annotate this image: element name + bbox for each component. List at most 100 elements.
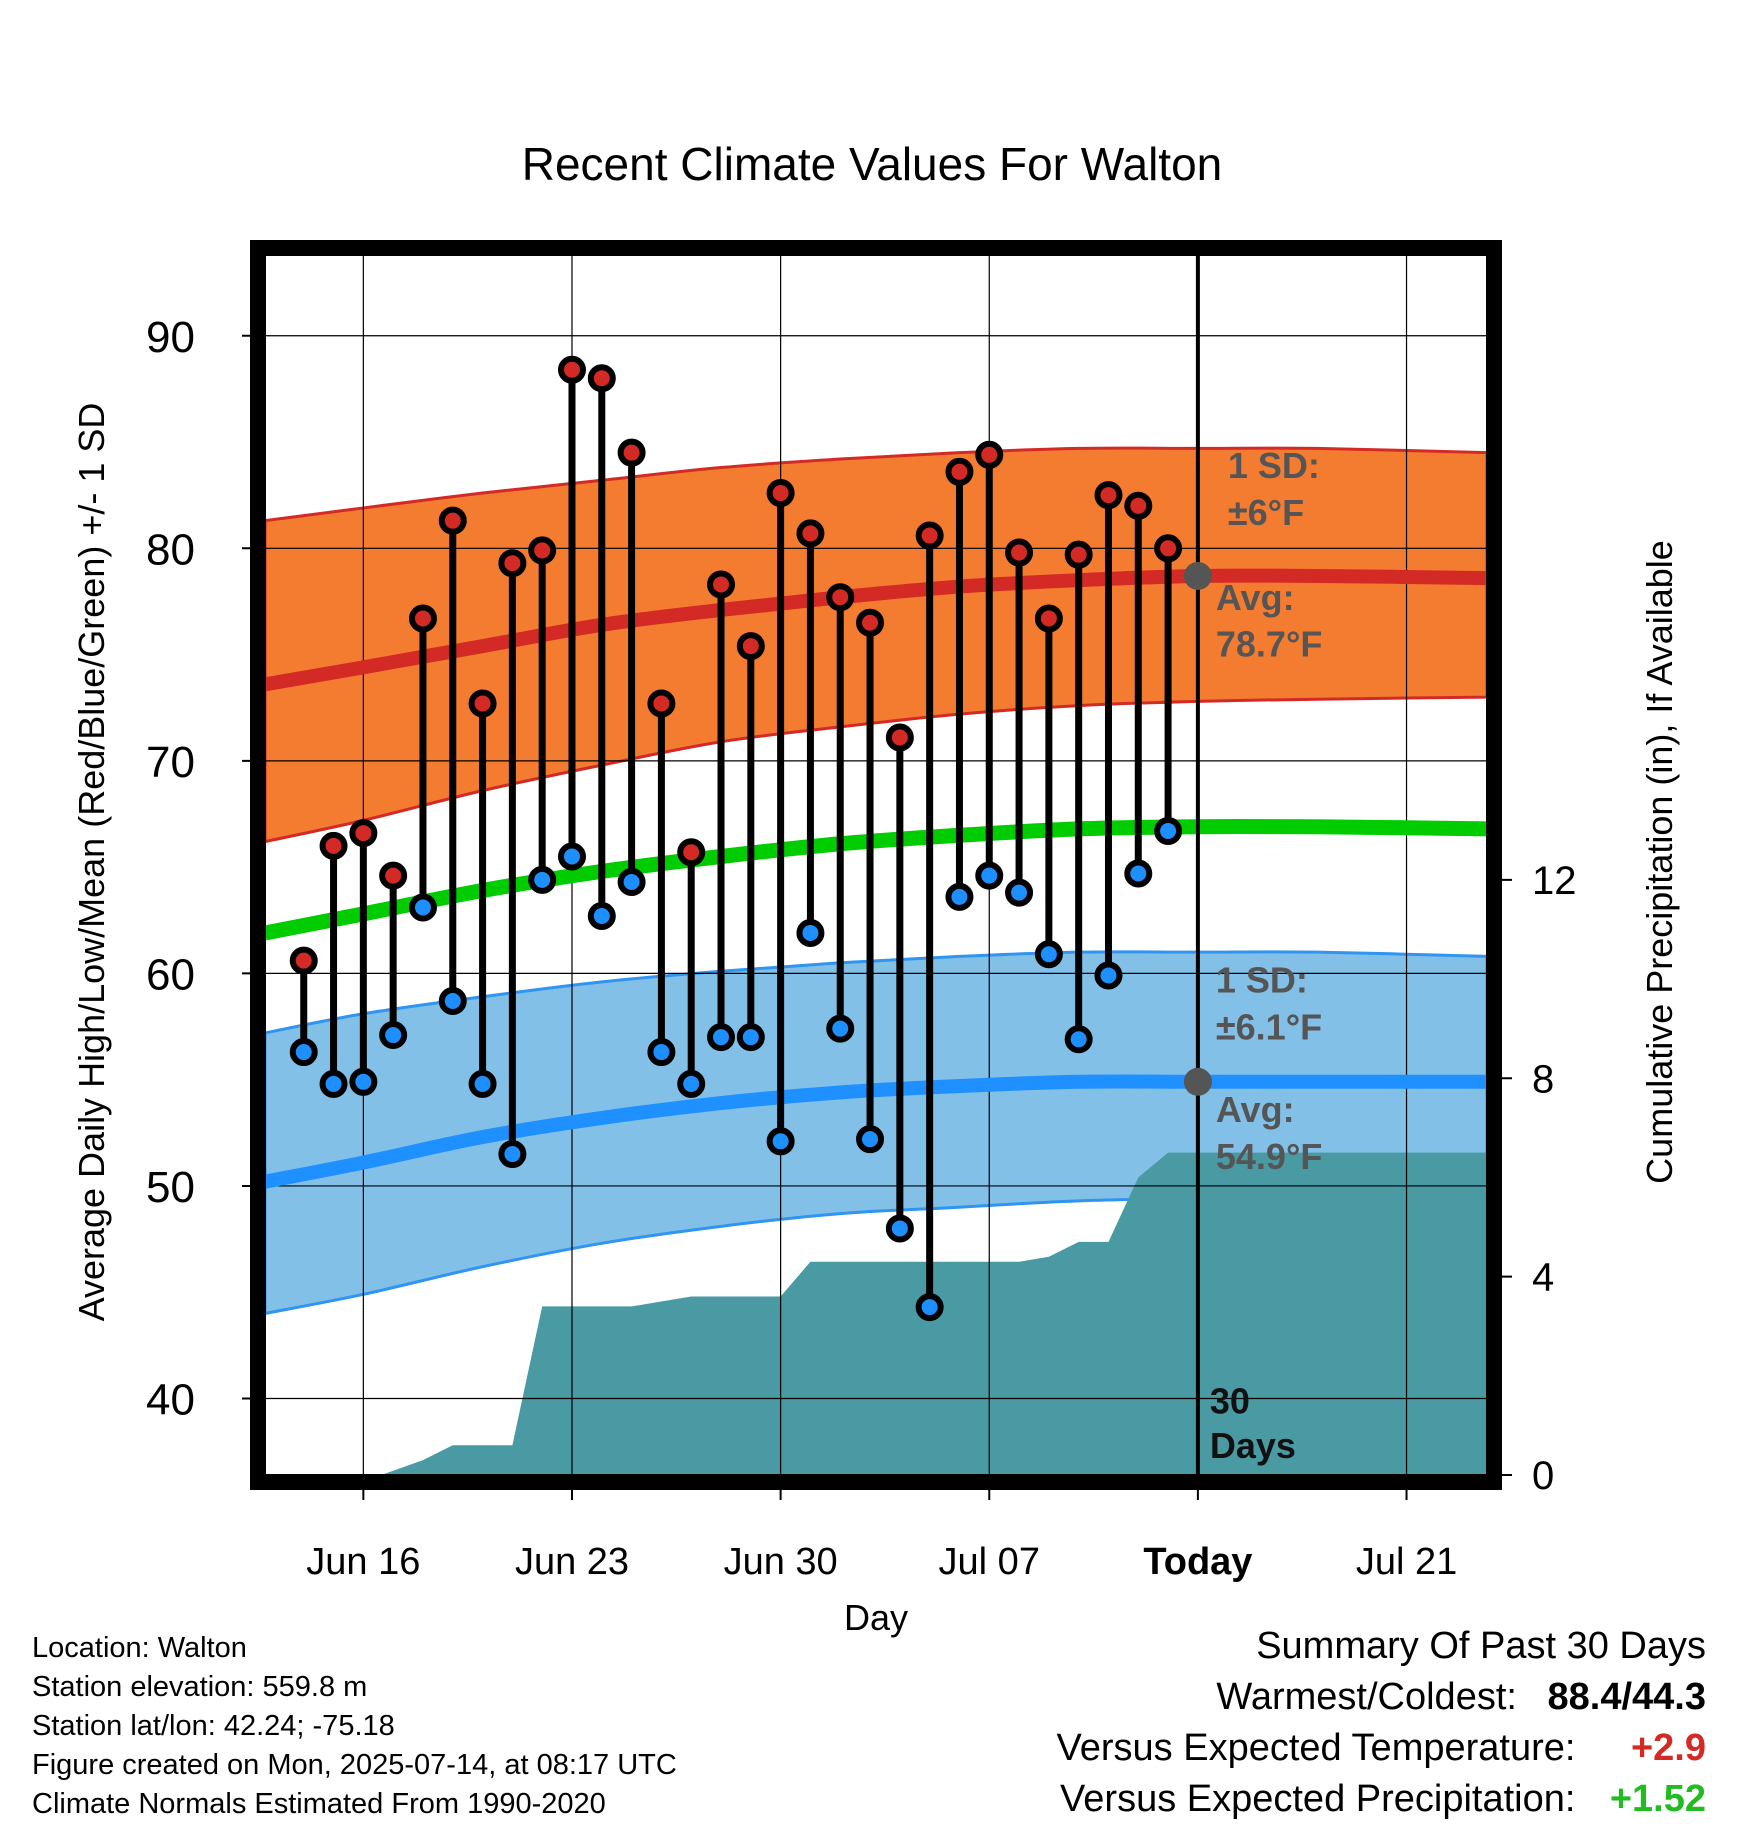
summary-warm-cold: Warmest/Coldest: 88.4/44.3: [1216, 1676, 1706, 1719]
daily-high-dot: [557, 355, 586, 384]
daily-low-dot: [945, 882, 974, 911]
daily-high-dot: [945, 457, 974, 486]
daily-high-dot: [498, 549, 527, 578]
low-sd-value: ±6.1°F: [1216, 1006, 1322, 1047]
summary-temp: Versus Expected Temperature: +2.9: [1057, 1727, 1706, 1770]
x-tick-label: Jul 07: [939, 1541, 1040, 1583]
precip-label: Versus Expected Precipitation:: [1060, 1778, 1576, 1820]
y-axis-right-label: Cumulative Precipitation (in), If Availa…: [1639, 540, 1680, 1184]
daily-low-dot: [1064, 1025, 1093, 1054]
daily-high-dot: [677, 838, 706, 867]
daily-low-dot: [677, 1069, 706, 1098]
x-axis-label: Day: [844, 1597, 908, 1638]
daily-low-dot: [796, 919, 825, 948]
daily-low-dot: [736, 1023, 765, 1052]
precip-value: +1.52: [1609, 1778, 1706, 1820]
temp-value: +2.9: [1630, 1727, 1706, 1769]
days-word-label: Days: [1210, 1425, 1296, 1466]
info-elevation: Station elevation: 559.8 m: [32, 1671, 368, 1703]
daily-high-dot: [587, 364, 616, 393]
y-tick-label: 40: [146, 1375, 195, 1424]
daily-low-dot: [438, 987, 467, 1016]
daily-low-dot: [1094, 961, 1123, 990]
daily-low-dot: [408, 893, 437, 922]
low-sd-label: 1 SD:: [1216, 960, 1308, 1001]
daily-low-dot: [707, 1023, 736, 1052]
daily-low-dot: [349, 1067, 378, 1096]
high-avg-value: 78.7°F: [1216, 624, 1322, 665]
daily-high-dot: [1005, 538, 1034, 567]
high-sd-label: 1 SD:: [1228, 445, 1320, 486]
daily-high-dot: [289, 946, 318, 975]
daily-low-dot: [498, 1140, 527, 1169]
y-right-tick-label: 4: [1532, 1256, 1554, 1300]
daily-high-dot: [528, 536, 557, 565]
daily-low-dot: [289, 1038, 318, 1067]
daily-low-dot: [379, 1021, 408, 1050]
plot-frame: [250, 240, 1502, 1490]
y-tick-label: 90: [146, 313, 195, 362]
summary-precip: Versus Expected Precipitation: +1.52: [1060, 1778, 1706, 1821]
x-tick-label: Jul 21: [1356, 1541, 1457, 1583]
daily-high-dot: [319, 831, 348, 860]
daily-low-dot: [319, 1069, 348, 1098]
info-latlon: Station lat/lon: 42.24; -75.18: [32, 1710, 395, 1742]
x-tick-label: Jun 30: [724, 1541, 838, 1583]
daily-high-dot: [975, 440, 1004, 469]
y-right-tick-label: 8: [1532, 1057, 1554, 1101]
daily-low-dot: [528, 865, 557, 894]
low-avg-value: 54.9°F: [1216, 1136, 1322, 1177]
x-tick-label: Jun 23: [515, 1541, 629, 1583]
daily-high-dot: [736, 632, 765, 661]
daily-high-dot: [349, 819, 378, 848]
daily-high-dot: [796, 519, 825, 548]
daily-low-dot: [1124, 859, 1153, 888]
warm-cold-label: Warmest/Coldest:: [1216, 1676, 1517, 1718]
y-tick-label: 60: [146, 950, 195, 999]
daily-high-dot: [707, 570, 736, 599]
daily-high-dot: [379, 861, 408, 890]
daily-low-dot: [647, 1038, 676, 1067]
daily-low-dot: [766, 1127, 795, 1156]
daily-low-dot: [1154, 816, 1183, 845]
warm-cold-value: 88.4/44.3: [1547, 1676, 1706, 1718]
daily-high-dot: [617, 438, 646, 467]
temp-label: Versus Expected Temperature:: [1056, 1727, 1576, 1769]
daily-high-dot: [438, 506, 467, 535]
x-tick-label: Jun 16: [306, 1541, 420, 1583]
low-avg-label: Avg:: [1216, 1089, 1295, 1130]
info-location: Location: Walton: [32, 1632, 247, 1664]
info-created: Figure created on Mon, 2025-07-14, at 08…: [32, 1749, 677, 1781]
today-high-avg-marker: [1183, 561, 1212, 590]
daily-high-dot: [826, 583, 855, 612]
daily-high-dot: [1094, 481, 1123, 510]
daily-low-dot: [915, 1293, 944, 1322]
daily-low-dot: [468, 1069, 497, 1098]
daily-high-dot: [915, 521, 944, 550]
y-right-tick-label: 0: [1532, 1454, 1554, 1498]
info-normals: Climate Normals Estimated From 1990-2020: [32, 1788, 606, 1820]
daily-high-dot: [1064, 540, 1093, 569]
summary-title: Summary Of Past 30 Days: [1256, 1625, 1706, 1667]
daily-low-dot: [587, 902, 616, 931]
x-tick-label: Today: [1143, 1541, 1252, 1583]
daily-low-dot: [557, 842, 586, 871]
daily-high-dot: [408, 604, 437, 633]
daily-high-dot: [1154, 534, 1183, 563]
normal-mean-line: [265, 818, 1487, 941]
daily-low-dot: [856, 1125, 885, 1154]
today-low-avg-marker: [1183, 1067, 1212, 1096]
daily-low-dot: [617, 868, 646, 897]
daily-high-dot: [647, 689, 676, 718]
daily-high-dot: [766, 479, 795, 508]
daily-high-dot: [885, 723, 914, 752]
daily-low-dot: [1005, 878, 1034, 907]
chart-title: Recent Climate Values For Walton: [522, 138, 1223, 190]
daily-low-dot: [885, 1214, 914, 1243]
high-avg-label: Avg:: [1216, 577, 1295, 618]
daily-low-dot: [1034, 940, 1063, 969]
daily-high-dot: [1034, 604, 1063, 633]
y-axis-label: Average Daily High/Low/Mean (Red/Blue/Gr…: [71, 403, 112, 1322]
daily-high-dot: [1124, 491, 1153, 520]
daily-high-dot: [856, 608, 885, 637]
